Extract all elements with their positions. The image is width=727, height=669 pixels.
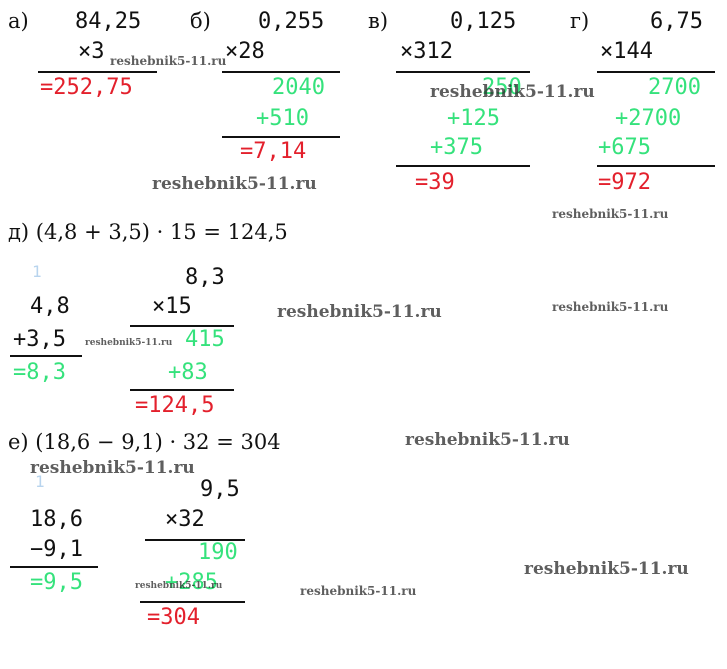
partial: +510 (256, 106, 309, 131)
text: 0,255 (258, 9, 325, 34)
watermark: reshebnik5-11.ru (430, 82, 595, 102)
text: ×144 (600, 39, 653, 64)
watermark: reshebnik5-11.ru (300, 584, 417, 598)
rule (597, 71, 715, 73)
partial: 2040 (272, 75, 325, 100)
expression: е) (18,6 − 9,1) · 32 = 304 (8, 430, 281, 454)
partial: +125 (447, 106, 500, 131)
watermark: reshebnik5-11.ru (110, 54, 227, 68)
watermark: reshebnik5-11.ru (30, 458, 195, 478)
partial: 250 (482, 75, 522, 100)
partial: 2700 (648, 75, 701, 100)
rule (597, 165, 715, 167)
rule (396, 71, 530, 73)
watermark: reshebnik5-11.ru (152, 174, 317, 194)
text: 84,25 (75, 9, 142, 34)
problem-label: а) (8, 9, 29, 33)
text: 9,5 (200, 477, 240, 502)
watermark: reshebnik5-11.ru (277, 302, 442, 322)
text: ×312 (400, 39, 453, 64)
watermark: reshebnik5-11.ru (405, 430, 570, 450)
watermark: reshebnik5-11.ru (552, 300, 669, 314)
rule (222, 136, 340, 138)
text: 0,125 (450, 9, 517, 34)
carry: 1 (35, 472, 45, 491)
result: =39 (415, 170, 455, 195)
text: 18,6 (30, 507, 83, 532)
partial: =9,5 (30, 570, 83, 595)
partial: +2700 (615, 106, 682, 131)
partial: =8,3 (13, 360, 66, 385)
rule (396, 165, 530, 167)
result: =7,14 (240, 139, 307, 164)
rule (10, 566, 98, 568)
text: ×15 (152, 294, 192, 319)
watermark: reshebnik5-11.ru (135, 581, 223, 591)
result: =972 (598, 170, 651, 195)
text: −9,1 (30, 537, 83, 562)
result: =304 (147, 605, 200, 630)
rule (222, 71, 340, 73)
rule (10, 355, 82, 357)
rule (145, 539, 245, 541)
text: +3,5 (13, 327, 66, 352)
partial: 415 (185, 327, 225, 352)
result: =252,75 (40, 75, 133, 100)
problem-label: в) (368, 9, 389, 33)
text: 8,3 (185, 265, 225, 290)
text: ×28 (225, 39, 265, 64)
text: ×32 (165, 507, 205, 532)
text: 4,8 (30, 294, 70, 319)
watermark: reshebnik5-11.ru (552, 207, 669, 221)
problem-label: г) (570, 9, 590, 33)
carry: 1 (32, 262, 42, 281)
rule (140, 601, 245, 603)
text: 6,75 (650, 9, 703, 34)
partial: +375 (430, 135, 483, 160)
partial: 190 (198, 540, 238, 565)
partial: +675 (598, 135, 651, 160)
rule (130, 325, 234, 327)
watermark: reshebnik5-11.ru (85, 338, 173, 348)
rule (38, 71, 157, 73)
watermark: reshebnik5-11.ru (524, 559, 689, 579)
expression: д) (4,8 + 3,5) · 15 = 124,5 (8, 220, 288, 244)
problem-label: б) (190, 9, 211, 33)
rule (130, 389, 234, 391)
partial: +83 (168, 360, 208, 385)
partial: +285 (165, 570, 218, 595)
text: ×3 (78, 39, 105, 64)
result: =124,5 (135, 393, 215, 418)
